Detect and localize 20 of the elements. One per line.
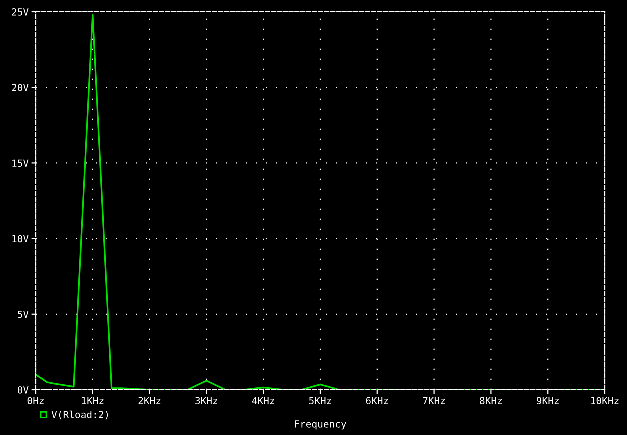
legend-label: V(Rload:2) [52, 410, 108, 420]
x-tick-label: 1KHz [82, 397, 104, 404]
y-tick-label: 15V [12, 160, 29, 168]
line-series [36, 14, 605, 390]
x-tick-label: 8KHz [480, 397, 502, 405]
x-tick-label: 6KHz [366, 397, 388, 405]
y-tick-label: 25V [12, 8, 29, 16]
y-tick-label: 20V [12, 84, 29, 92]
y-tick-label: 10V [12, 235, 29, 243]
y-tick-label: 0V [18, 386, 29, 394]
x-tick-label: 10KHz [592, 397, 619, 405]
x-tick-label: 3KHz [196, 397, 218, 405]
x-axis-title: Frequency [295, 420, 346, 430]
x-tick-label: 9KHz [536, 397, 559, 405]
x-tick-label: 2KHz [138, 397, 161, 404]
x-tick-label: 4KHz [252, 397, 274, 404]
x-tick-label: 5KHz [309, 397, 332, 405]
x-tick-label: 7KHz [423, 397, 446, 404]
y-tick-label: 5V [18, 311, 29, 318]
x-tick-label: 0Hz [28, 397, 44, 405]
